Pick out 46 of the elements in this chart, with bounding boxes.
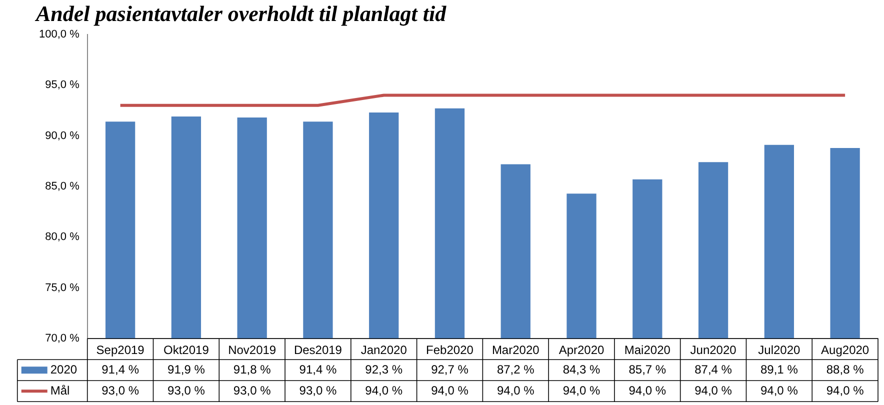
data-label: 92,7 %	[431, 362, 469, 376]
y-tick-label: 85,0 %	[45, 180, 80, 193]
x-tick-label: Feb2020	[426, 343, 474, 358]
data-label: 94,0 %	[628, 383, 666, 398]
data-label: 93,0 %	[299, 383, 337, 398]
data-label: 93,0 %	[233, 383, 272, 398]
data-label: 87,2 %	[496, 362, 535, 376]
y-tick-label: 80,0 %	[45, 231, 80, 244]
x-tick-label: Sep2019	[96, 343, 145, 358]
data-label: 88,8 %	[826, 362, 864, 376]
data-label: 94,0 %	[562, 383, 601, 398]
x-tick-label: Des2019	[294, 343, 342, 358]
y-tick-label: 70,0 %	[45, 332, 80, 345]
data-label: 94,0 %	[826, 383, 864, 398]
data-label: 94,0 %	[365, 383, 403, 398]
data-label: 89,1 %	[760, 362, 798, 376]
data-label: 85,7 %	[628, 362, 666, 376]
x-tick-label: Mar2020	[492, 343, 540, 358]
data-label: 87,4 %	[694, 362, 732, 376]
y-tick-label: 95,0 %	[45, 79, 80, 92]
data-label: 84,3 %	[562, 362, 601, 376]
x-tick-label: Mai2020	[624, 343, 671, 358]
data-label: 91,4 %	[299, 362, 337, 376]
data-label: 94,0 %	[431, 383, 469, 398]
data-label: 93,0 %	[102, 383, 140, 398]
x-tick-label: Jul2020	[758, 343, 801, 358]
x-tick-label: Aug2020	[821, 343, 870, 358]
x-tick-label: Jun2020	[690, 343, 737, 358]
chart-title: Andel pasientavtaler overholdt til planlagt tid	[34, 0, 448, 26]
x-tick-label: Okt2019	[164, 343, 210, 358]
data-label: 94,0 %	[760, 383, 798, 398]
y-tick-label: 90,0 %	[45, 130, 80, 142]
x-tick-label: Nov2019	[228, 343, 276, 358]
y-tick-label: 75,0 %	[45, 282, 80, 294]
x-tick-label: Apr2020	[558, 343, 605, 358]
y-tick-label: 100,0 %	[38, 28, 80, 40]
data-label: 92,3 %	[365, 362, 403, 376]
data-label: 94,0 %	[694, 383, 732, 398]
legend-label: Mål	[50, 383, 70, 398]
data-label: 93,0 %	[168, 383, 206, 398]
legend-label: 2020	[50, 362, 78, 376]
data-label: 91,8 %	[233, 362, 272, 376]
data-label: 91,9 %	[168, 362, 206, 376]
x-tick-label: Jan2020	[360, 343, 408, 358]
data-label: 91,4 %	[102, 362, 140, 376]
data-label: 94,0 %	[496, 383, 535, 398]
